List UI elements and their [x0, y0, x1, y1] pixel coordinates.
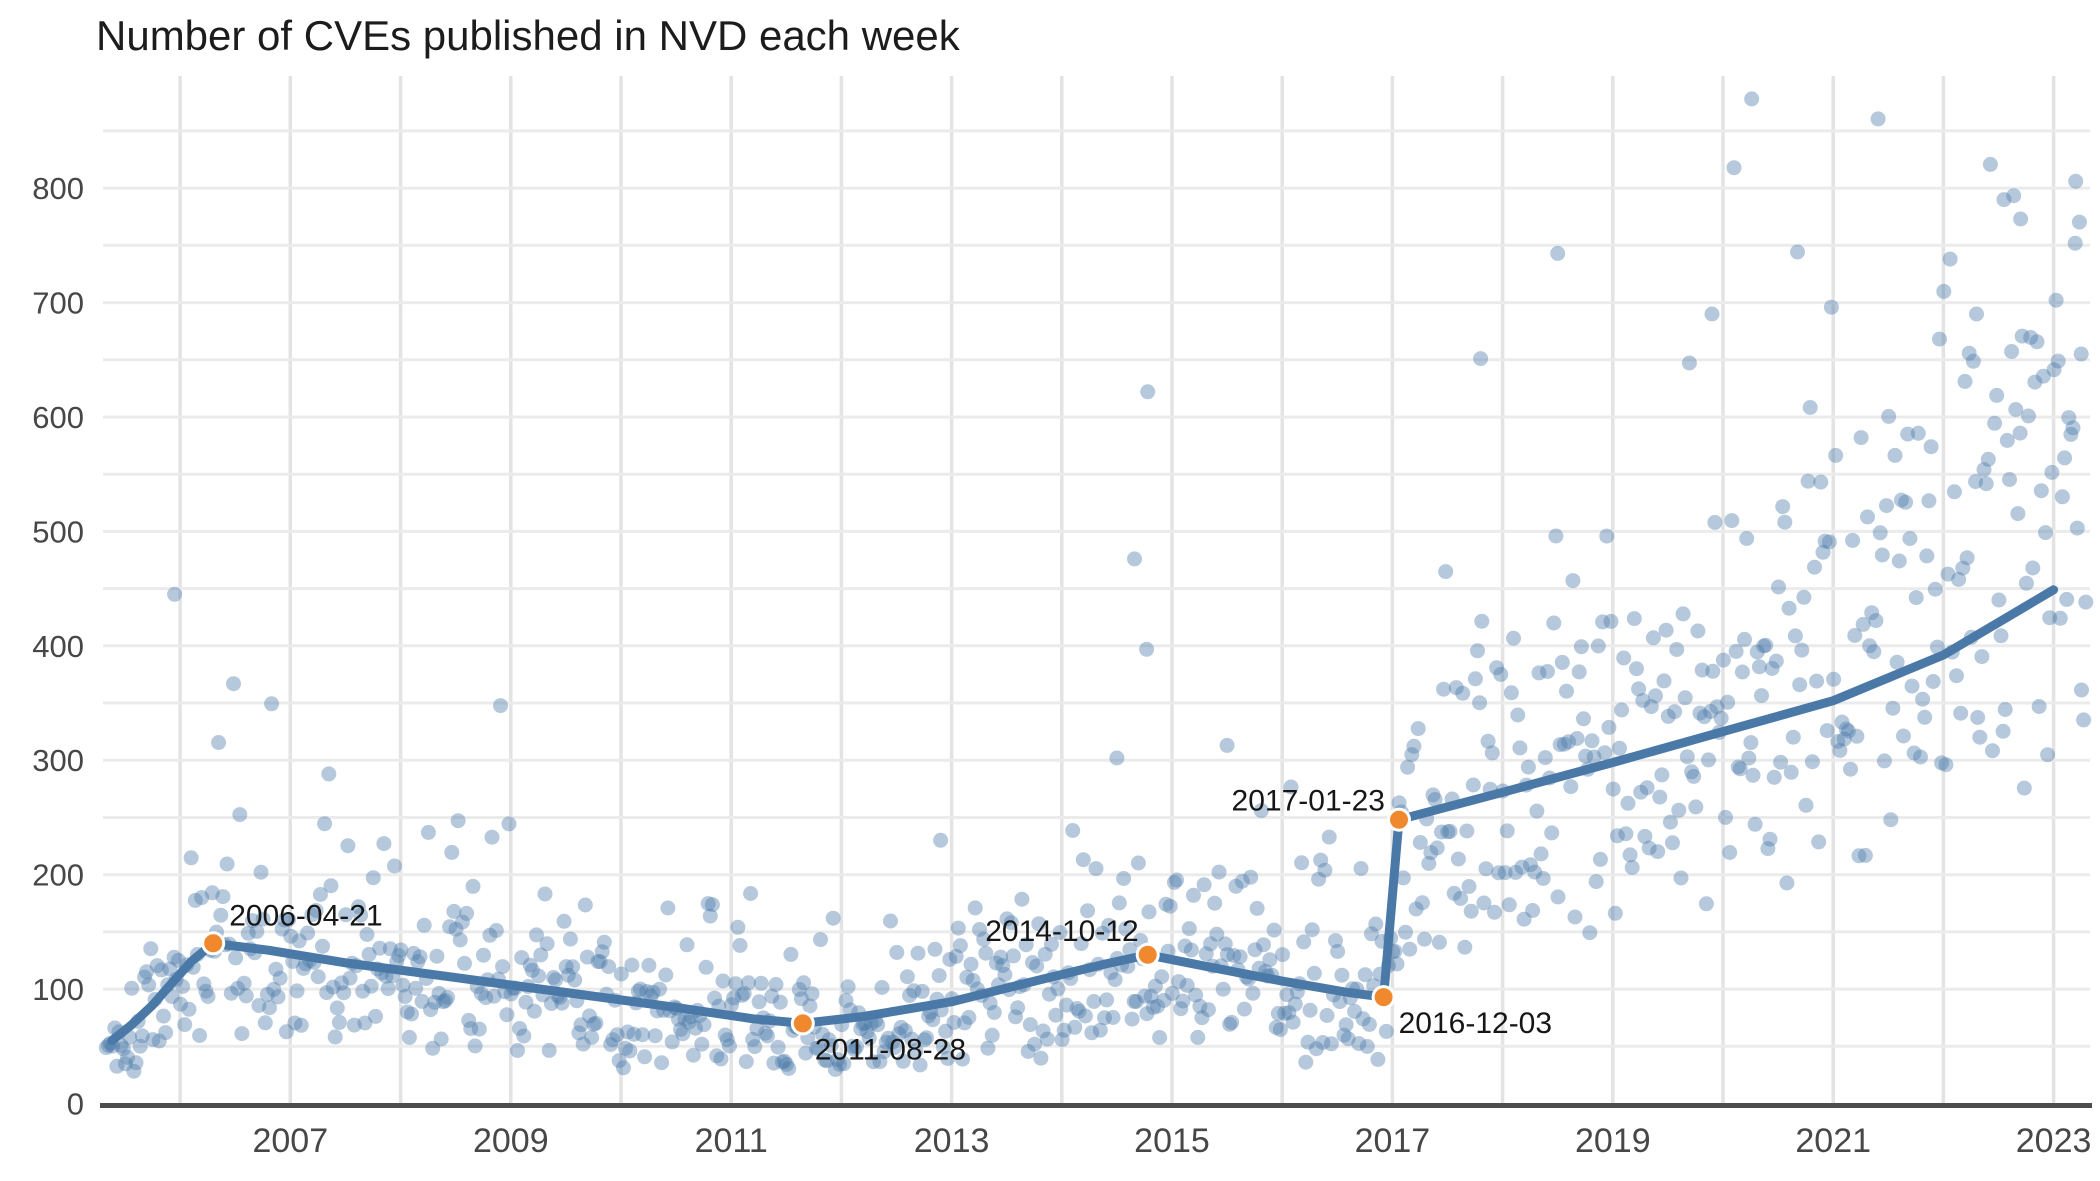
highlight-points [201, 807, 1411, 1036]
y-tick-label: 200 [32, 858, 84, 893]
highlight-point [790, 1011, 815, 1036]
y-tick-labels: 0 100 200 300 400 500 600 700 800 [32, 171, 84, 1121]
y-tick-label: 500 [32, 514, 84, 549]
x-tick-label: 2011 [695, 1122, 768, 1160]
y-tick-label: 100 [32, 972, 84, 1007]
x-tick-label: 2019 [1575, 1122, 1651, 1160]
y-tick-label: 600 [32, 400, 84, 435]
y-tick-label: 0 [67, 1087, 84, 1122]
chart-title: Number of CVEs published in NVD each wee… [96, 12, 961, 59]
annotation-label: 2006-04-21 [229, 899, 382, 932]
horizontal-gridlines [103, 129, 2090, 1048]
y-tick-label: 300 [32, 743, 84, 778]
x-tick-label: 2023 [2016, 1122, 2092, 1160]
x-tick-label: 2021 [1795, 1122, 1871, 1160]
x-tick-labels: 2007 2009 2011 2013 2015 2017 2019 2021 2023 [252, 1122, 2091, 1160]
annotation-label: 2011-08-28 [815, 1033, 966, 1066]
highlight-point [201, 931, 226, 956]
annotation-label: 2014-10-12 [985, 915, 1138, 948]
x-tick-label: 2015 [1134, 1122, 1210, 1160]
annotation-label: 2017-01-23 [1232, 785, 1385, 818]
y-tick-label: 800 [32, 171, 84, 206]
y-tick-label: 400 [32, 629, 84, 664]
annotation-labels: 2006-04-21 2011-08-28 2014-10-12 2016-12-03… [229, 785, 1552, 1067]
highlight-point [1135, 942, 1160, 967]
x-tick-label: 2013 [914, 1122, 990, 1160]
highlight-point [1387, 807, 1411, 832]
x-tick-label: 2017 [1355, 1122, 1431, 1160]
y-tick-label: 700 [32, 286, 84, 321]
x-tick-label: 2007 [252, 1122, 328, 1160]
annotation-label: 2016-12-03 [1399, 1007, 1552, 1040]
highlight-point [1371, 985, 1396, 1010]
x-tick-label: 2009 [473, 1122, 549, 1160]
